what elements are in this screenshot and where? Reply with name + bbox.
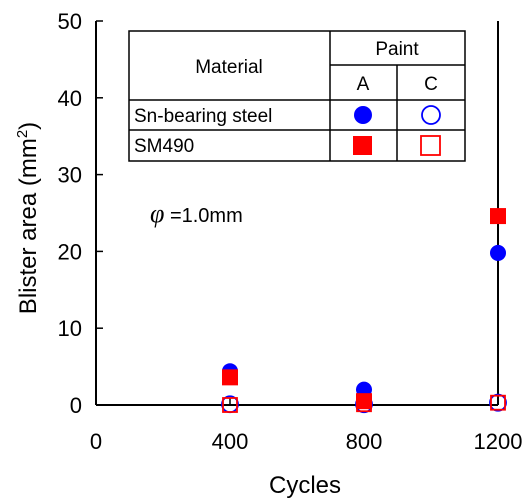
x-tick-label: 800 <box>346 429 383 454</box>
data-point-open-circle <box>489 393 507 412</box>
diameter-annotation: φ =1.0mm <box>150 199 243 228</box>
data-point-open-square <box>222 397 238 413</box>
data-point-open-square <box>490 394 506 411</box>
legend-header-paint: Paint <box>375 39 419 60</box>
y-tick-label: 0 <box>70 393 82 418</box>
data-points <box>221 208 507 414</box>
x-axis-label: Cycles <box>269 472 341 499</box>
y-tick-labels: 0 10 20 30 40 50 <box>58 9 103 418</box>
y-tick-label: 30 <box>58 163 82 188</box>
legend-row-sm490: SM490 <box>134 136 194 157</box>
legend-col-c: C <box>424 74 438 95</box>
x-tick-label: 0 <box>90 429 102 454</box>
legend-header-material: Material <box>195 57 263 78</box>
x-tick-label: 1200 <box>474 429 523 454</box>
x-tick-label: 400 <box>212 429 249 454</box>
y-axis-label: Blister area (mm2) <box>14 122 42 314</box>
legend-marker-sn-c <box>421 105 441 125</box>
data-point-filled-square <box>222 369 238 386</box>
legend-col-a: A <box>357 74 370 95</box>
y-tick-label: 10 <box>58 316 82 341</box>
legend-marker-sm490-c <box>420 135 441 156</box>
y-tick-label: 40 <box>58 86 82 111</box>
legend-marker-sm490-a <box>353 136 372 155</box>
y-tick-label: 20 <box>58 239 82 264</box>
data-point-filled-circle <box>490 244 506 261</box>
data-point-filled-square <box>490 208 506 225</box>
legend-row-sn-steel: Sn-bearing steel <box>134 106 272 127</box>
y-tick-label: 50 <box>58 9 82 34</box>
x-tick-labels: 0 400 800 1200 <box>90 398 523 454</box>
legend-marker-sn-a <box>354 106 372 124</box>
data-point-filled-square <box>356 393 372 410</box>
legend-table: Material Paint A C Sn-bearing steel SM49… <box>128 30 466 162</box>
